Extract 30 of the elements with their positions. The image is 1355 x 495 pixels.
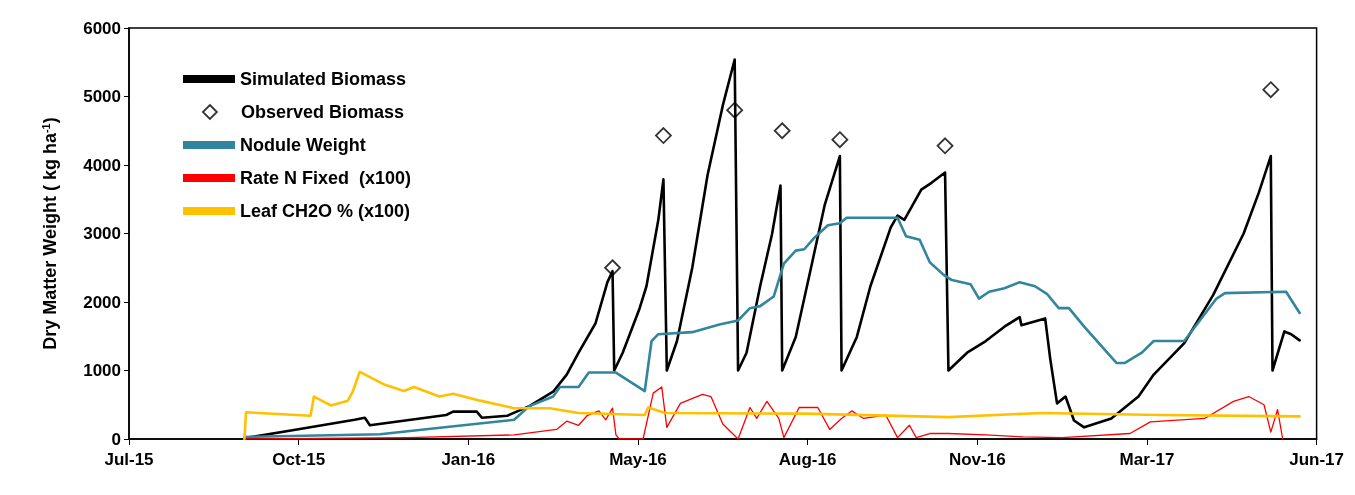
point: [1262, 81, 1280, 99]
point: [655, 127, 672, 144]
legend-label: Nodule Weight: [240, 135, 366, 155]
point: [726, 101, 744, 119]
line-series: [243, 370, 1301, 441]
x-tick-label: Jun-17: [1289, 450, 1344, 469]
x-tick-label: Nov-16: [948, 450, 1006, 469]
y-tick-label: 2000: [83, 292, 121, 312]
point: [831, 131, 849, 149]
point: [604, 259, 621, 277]
x-tick-label: Jan-16: [441, 450, 496, 469]
y-tick-label: 4000: [83, 155, 121, 175]
y-tick-label: 1000: [83, 361, 121, 380]
point: [936, 137, 954, 155]
x-tick-label: Aug-16: [778, 450, 837, 469]
legend-label: Observed Biomass: [240, 102, 404, 122]
x-tick-label: Jul-15: [104, 450, 154, 469]
x-tick-label: Oct-15: [272, 450, 326, 469]
y-axis-title: Dry Matter Weight ( kg ha-1): [39, 117, 60, 350]
y-tick-label: 0: [111, 429, 121, 449]
legend-label: Leaf CH2O % (x100): [240, 201, 411, 221]
y-tick-label: 6000: [83, 18, 121, 38]
y-tick-label: 3000: [83, 224, 121, 243]
line-series: [243, 386, 1284, 440]
legend-label: Simulated Biomass: [240, 69, 407, 89]
y-tick-label: 5000: [83, 87, 121, 106]
x-tick-label: Mar-17: [1119, 450, 1175, 469]
legend-label: Rate N Fixed (x100): [240, 168, 412, 188]
x-tick-label: May-16: [609, 450, 667, 469]
point: [773, 122, 791, 140]
